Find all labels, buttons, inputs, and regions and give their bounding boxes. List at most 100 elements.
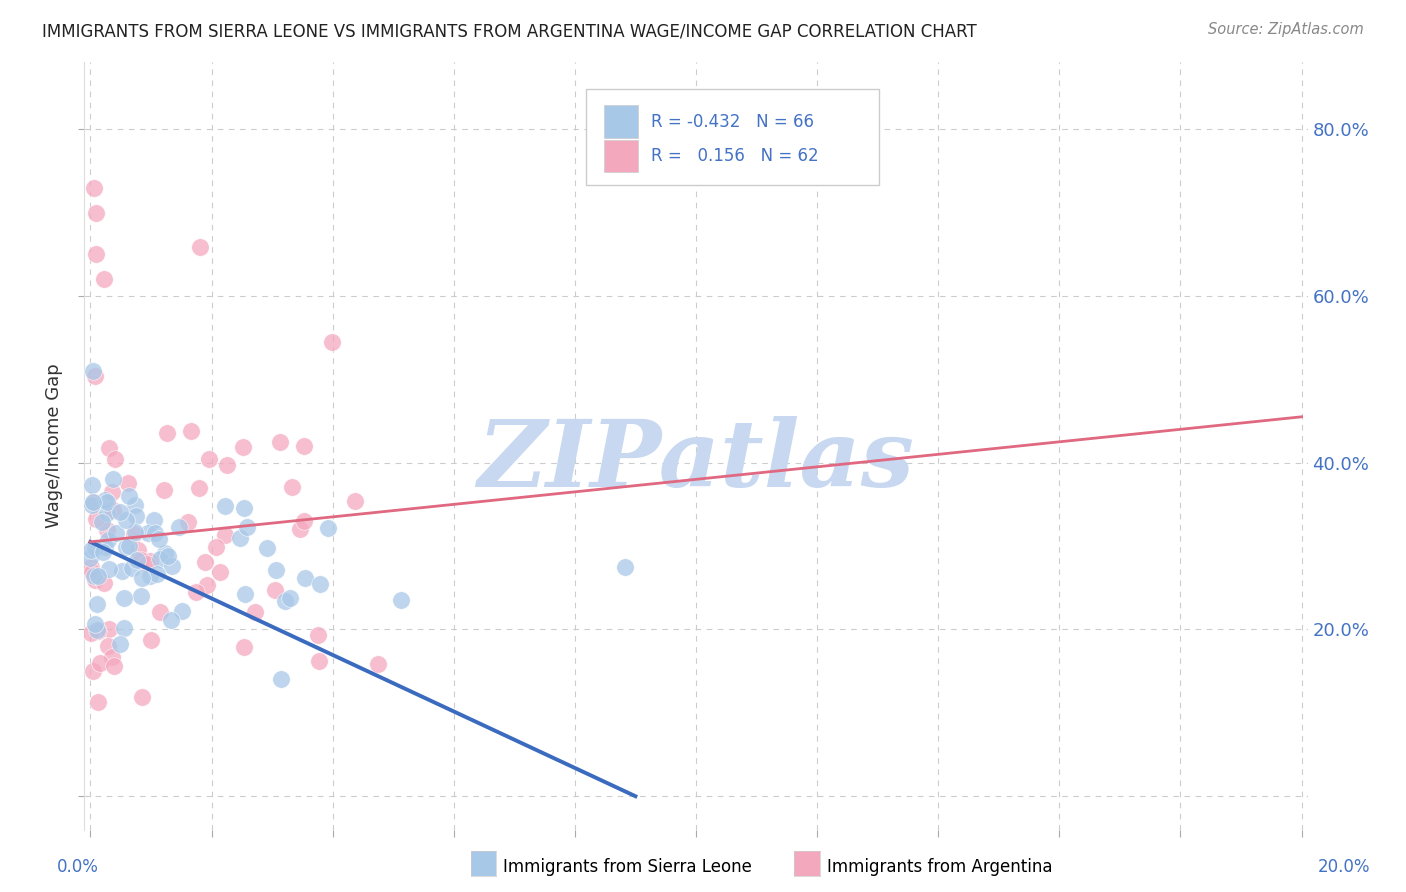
Point: [80, 542, 103, 557]
Point: [93, 272, 115, 286]
Point: [125, 508, 148, 523]
Point: [80, 626, 103, 640]
Point: [86, 598, 108, 612]
Point: [112, 591, 135, 605]
Point: [180, 425, 202, 439]
Point: [82, 494, 104, 508]
Point: [84, 205, 107, 219]
Point: [309, 577, 332, 591]
Point: [83, 569, 105, 583]
Point: [89, 656, 111, 670]
Point: [160, 558, 183, 573]
Point: [91, 515, 114, 529]
Point: [124, 524, 146, 539]
Text: R =   0.156   N = 62: R = 0.156 N = 62: [651, 147, 818, 165]
Point: [82, 364, 104, 378]
Point: [160, 613, 183, 627]
Point: [100, 484, 122, 499]
Point: [256, 541, 278, 556]
Point: [124, 498, 146, 512]
Point: [117, 476, 139, 491]
Point: [229, 531, 252, 545]
Point: [80, 478, 103, 492]
Point: [87, 695, 110, 709]
Point: [98, 562, 121, 576]
Point: [270, 673, 292, 687]
Point: [148, 552, 170, 566]
Point: [127, 542, 149, 557]
Point: [98, 441, 121, 455]
Point: [148, 532, 170, 546]
Point: [232, 440, 254, 454]
Point: [389, 592, 412, 607]
Point: [84, 369, 107, 384]
Point: [264, 563, 287, 577]
Point: [110, 637, 132, 651]
Point: [344, 494, 367, 508]
Point: [194, 555, 217, 569]
Point: [316, 521, 339, 535]
Point: [281, 480, 304, 494]
Point: [269, 435, 291, 450]
Point: [131, 690, 153, 705]
Point: [112, 622, 135, 636]
Text: ZIPatlas: ZIPatlas: [478, 417, 914, 507]
Point: [273, 594, 295, 608]
Text: 20.0%: 20.0%: [1317, 858, 1371, 876]
Point: [143, 513, 166, 527]
Point: [172, 604, 194, 618]
Point: [108, 505, 131, 519]
Point: [129, 589, 152, 603]
Point: [97, 640, 120, 654]
Point: [214, 528, 236, 542]
Point: [101, 650, 124, 665]
Point: [103, 472, 125, 486]
Point: [80, 565, 103, 579]
Point: [153, 546, 176, 560]
Point: [307, 628, 329, 642]
Point: [292, 439, 315, 453]
Point: [115, 540, 138, 554]
Text: R = -0.432   N = 66: R = -0.432 N = 66: [651, 112, 814, 130]
Point: [84, 616, 107, 631]
Point: [84, 573, 107, 587]
Point: [145, 567, 167, 582]
Point: [84, 541, 107, 555]
Point: [103, 659, 125, 673]
Point: [104, 452, 127, 467]
Point: [97, 533, 120, 548]
Point: [263, 582, 285, 597]
Point: [96, 523, 118, 537]
Point: [84, 512, 107, 526]
Point: [614, 560, 637, 574]
Text: IMMIGRANTS FROM SIERRA LEONE VS IMMIGRANTS FROM ARGENTINA WAGE/INCOME GAP CORREL: IMMIGRANTS FROM SIERRA LEONE VS IMMIGRAN…: [42, 22, 977, 40]
Point: [143, 525, 166, 540]
Point: [118, 539, 141, 553]
Point: [129, 553, 152, 567]
Point: [209, 566, 232, 580]
Point: [233, 587, 256, 601]
Point: [367, 657, 389, 671]
Text: Immigrants from Sierra Leone: Immigrants from Sierra Leone: [503, 858, 752, 876]
Point: [80, 560, 103, 574]
Point: [233, 501, 256, 516]
Point: [188, 481, 211, 495]
Point: [214, 499, 236, 513]
Point: [86, 247, 108, 261]
Point: [87, 624, 110, 638]
Text: Immigrants from Argentina: Immigrants from Argentina: [827, 858, 1052, 876]
Point: [236, 519, 259, 533]
Point: [156, 549, 179, 563]
Point: [94, 492, 117, 507]
Point: [93, 576, 115, 591]
Point: [135, 557, 157, 571]
Point: [110, 564, 132, 578]
Point: [321, 334, 343, 349]
FancyBboxPatch shape: [586, 89, 880, 186]
Point: [131, 570, 153, 584]
Point: [139, 633, 162, 648]
Point: [188, 239, 211, 253]
Text: Source: ZipAtlas.com: Source: ZipAtlas.com: [1208, 22, 1364, 37]
Point: [87, 569, 110, 583]
Point: [118, 489, 141, 503]
